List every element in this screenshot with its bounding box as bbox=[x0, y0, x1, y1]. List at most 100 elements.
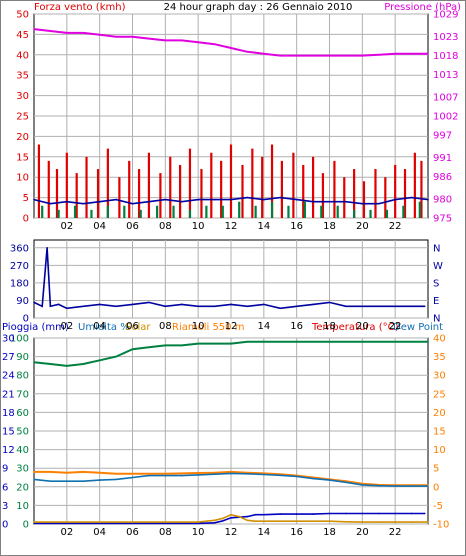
pressure-point bbox=[328, 54, 331, 57]
dewpoint-legend-label: Dew Point bbox=[393, 322, 443, 333]
x-tick-label: 08 bbox=[159, 527, 172, 538]
dewpoint-point bbox=[394, 485, 396, 487]
rain-point bbox=[263, 513, 265, 516]
rain-tick-label: 18 bbox=[2, 408, 15, 419]
panel-3: 02 04 06 08 10 12 14 16 18 20 22010203040506070809… bbox=[2, 334, 449, 539]
x-tick-label: 08 bbox=[159, 321, 172, 332]
humidity-point bbox=[312, 340, 314, 343]
pressure-point bbox=[98, 33, 101, 36]
rain-point bbox=[66, 522, 68, 525]
pressure-point bbox=[361, 54, 364, 57]
x-tick-label: 12 bbox=[225, 221, 238, 232]
rain-tick-label: 12 bbox=[2, 445, 15, 456]
y-tick-label: 180 bbox=[10, 278, 29, 289]
temperature-point bbox=[115, 472, 117, 475]
direction-point bbox=[410, 305, 413, 308]
rain-tick-label: 3 bbox=[2, 501, 8, 512]
avg-point bbox=[345, 200, 347, 203]
y-tick-label: 80 bbox=[16, 371, 29, 382]
direction-point bbox=[66, 307, 68, 310]
humidity-point bbox=[377, 340, 380, 343]
avg-point bbox=[66, 200, 68, 203]
x-tick-label: 18 bbox=[323, 221, 336, 232]
graph-title: 24 hour graph day : 26 Gennaio 2010 bbox=[164, 2, 353, 13]
direction-point bbox=[41, 305, 44, 308]
humidity-point bbox=[246, 340, 249, 343]
y2-tick-label: -10 bbox=[433, 520, 449, 531]
rain-point bbox=[98, 522, 101, 525]
dewpoint-point bbox=[246, 472, 249, 475]
dewpoint-point bbox=[410, 485, 413, 487]
pressure-point bbox=[279, 54, 282, 57]
y2-tick-label: 15 bbox=[433, 427, 446, 438]
dewpoint-point bbox=[230, 472, 232, 475]
pressure-point bbox=[180, 39, 183, 42]
solar-point bbox=[66, 521, 68, 523]
rain-point bbox=[361, 512, 364, 515]
x-tick-label: 22 bbox=[389, 321, 402, 332]
rain-point bbox=[197, 522, 199, 525]
direction-point bbox=[345, 305, 347, 308]
dewpoint-point bbox=[82, 480, 85, 483]
rain-tick-label: 15 bbox=[2, 427, 15, 438]
humidity-point bbox=[164, 344, 167, 347]
avg-point bbox=[328, 200, 331, 203]
avg-point bbox=[164, 198, 167, 201]
y2-tick-label: 986 bbox=[433, 172, 452, 183]
y-tick-label: 35 bbox=[16, 71, 29, 82]
y-tick-label: 45 bbox=[16, 30, 29, 41]
y-tick-label: 10 bbox=[16, 501, 29, 512]
dewpoint-point bbox=[98, 479, 101, 481]
y-tick-label: 0 bbox=[23, 214, 29, 225]
x-tick-label: 06 bbox=[126, 527, 139, 538]
temperature-point bbox=[33, 471, 35, 473]
dewpoint-point bbox=[295, 475, 298, 478]
direction-line bbox=[33, 247, 425, 310]
y-tick-label: 15 bbox=[16, 152, 29, 163]
humidity-point bbox=[410, 340, 413, 343]
dewpoint-point bbox=[279, 474, 282, 477]
y2-tick-label: 30 bbox=[433, 371, 446, 382]
dewpoint-point bbox=[197, 474, 199, 476]
rain-tick-label: 6 bbox=[2, 482, 8, 493]
dewpoint-point bbox=[180, 474, 183, 477]
rain-point bbox=[410, 512, 413, 515]
y-tick-label: 30 bbox=[16, 464, 29, 475]
x-tick-label: 10 bbox=[192, 527, 205, 538]
x-tick-label: 16 bbox=[290, 321, 303, 332]
y2-tick-label: S bbox=[433, 278, 439, 289]
temperature-point bbox=[98, 471, 101, 474]
dewpoint-point bbox=[213, 473, 216, 475]
avg-point bbox=[180, 200, 183, 203]
solar-point bbox=[238, 515, 241, 518]
solar-point bbox=[213, 519, 216, 522]
y-tick-label: 25 bbox=[16, 112, 29, 123]
y2-tick-label: 1013 bbox=[433, 70, 458, 81]
rain-point bbox=[312, 513, 314, 515]
x-tick-label: 02 bbox=[60, 221, 73, 232]
dewpoint-point bbox=[148, 474, 150, 477]
pressure-point bbox=[82, 32, 85, 34]
direction-point bbox=[213, 305, 216, 308]
solar-point bbox=[394, 521, 396, 523]
pressure-point bbox=[410, 52, 413, 55]
x-tick-label: 06 bbox=[126, 221, 139, 232]
rain-point bbox=[221, 520, 224, 522]
solar-point bbox=[221, 517, 224, 520]
pressure-point bbox=[377, 54, 380, 56]
humidity-point bbox=[49, 363, 52, 365]
direction-point bbox=[197, 305, 199, 308]
humidity-point bbox=[197, 342, 199, 345]
y2-tick-label: 40 bbox=[433, 334, 446, 345]
direction-point bbox=[377, 305, 380, 308]
rain-tick-label: 21 bbox=[2, 389, 15, 400]
y-tick-label: 20 bbox=[16, 132, 29, 143]
pressure-point bbox=[66, 32, 68, 34]
pressure-point bbox=[148, 37, 150, 40]
pressure-point bbox=[246, 50, 249, 53]
direction-point bbox=[180, 303, 183, 306]
rain-point bbox=[131, 522, 134, 525]
temperature-point bbox=[197, 472, 199, 474]
